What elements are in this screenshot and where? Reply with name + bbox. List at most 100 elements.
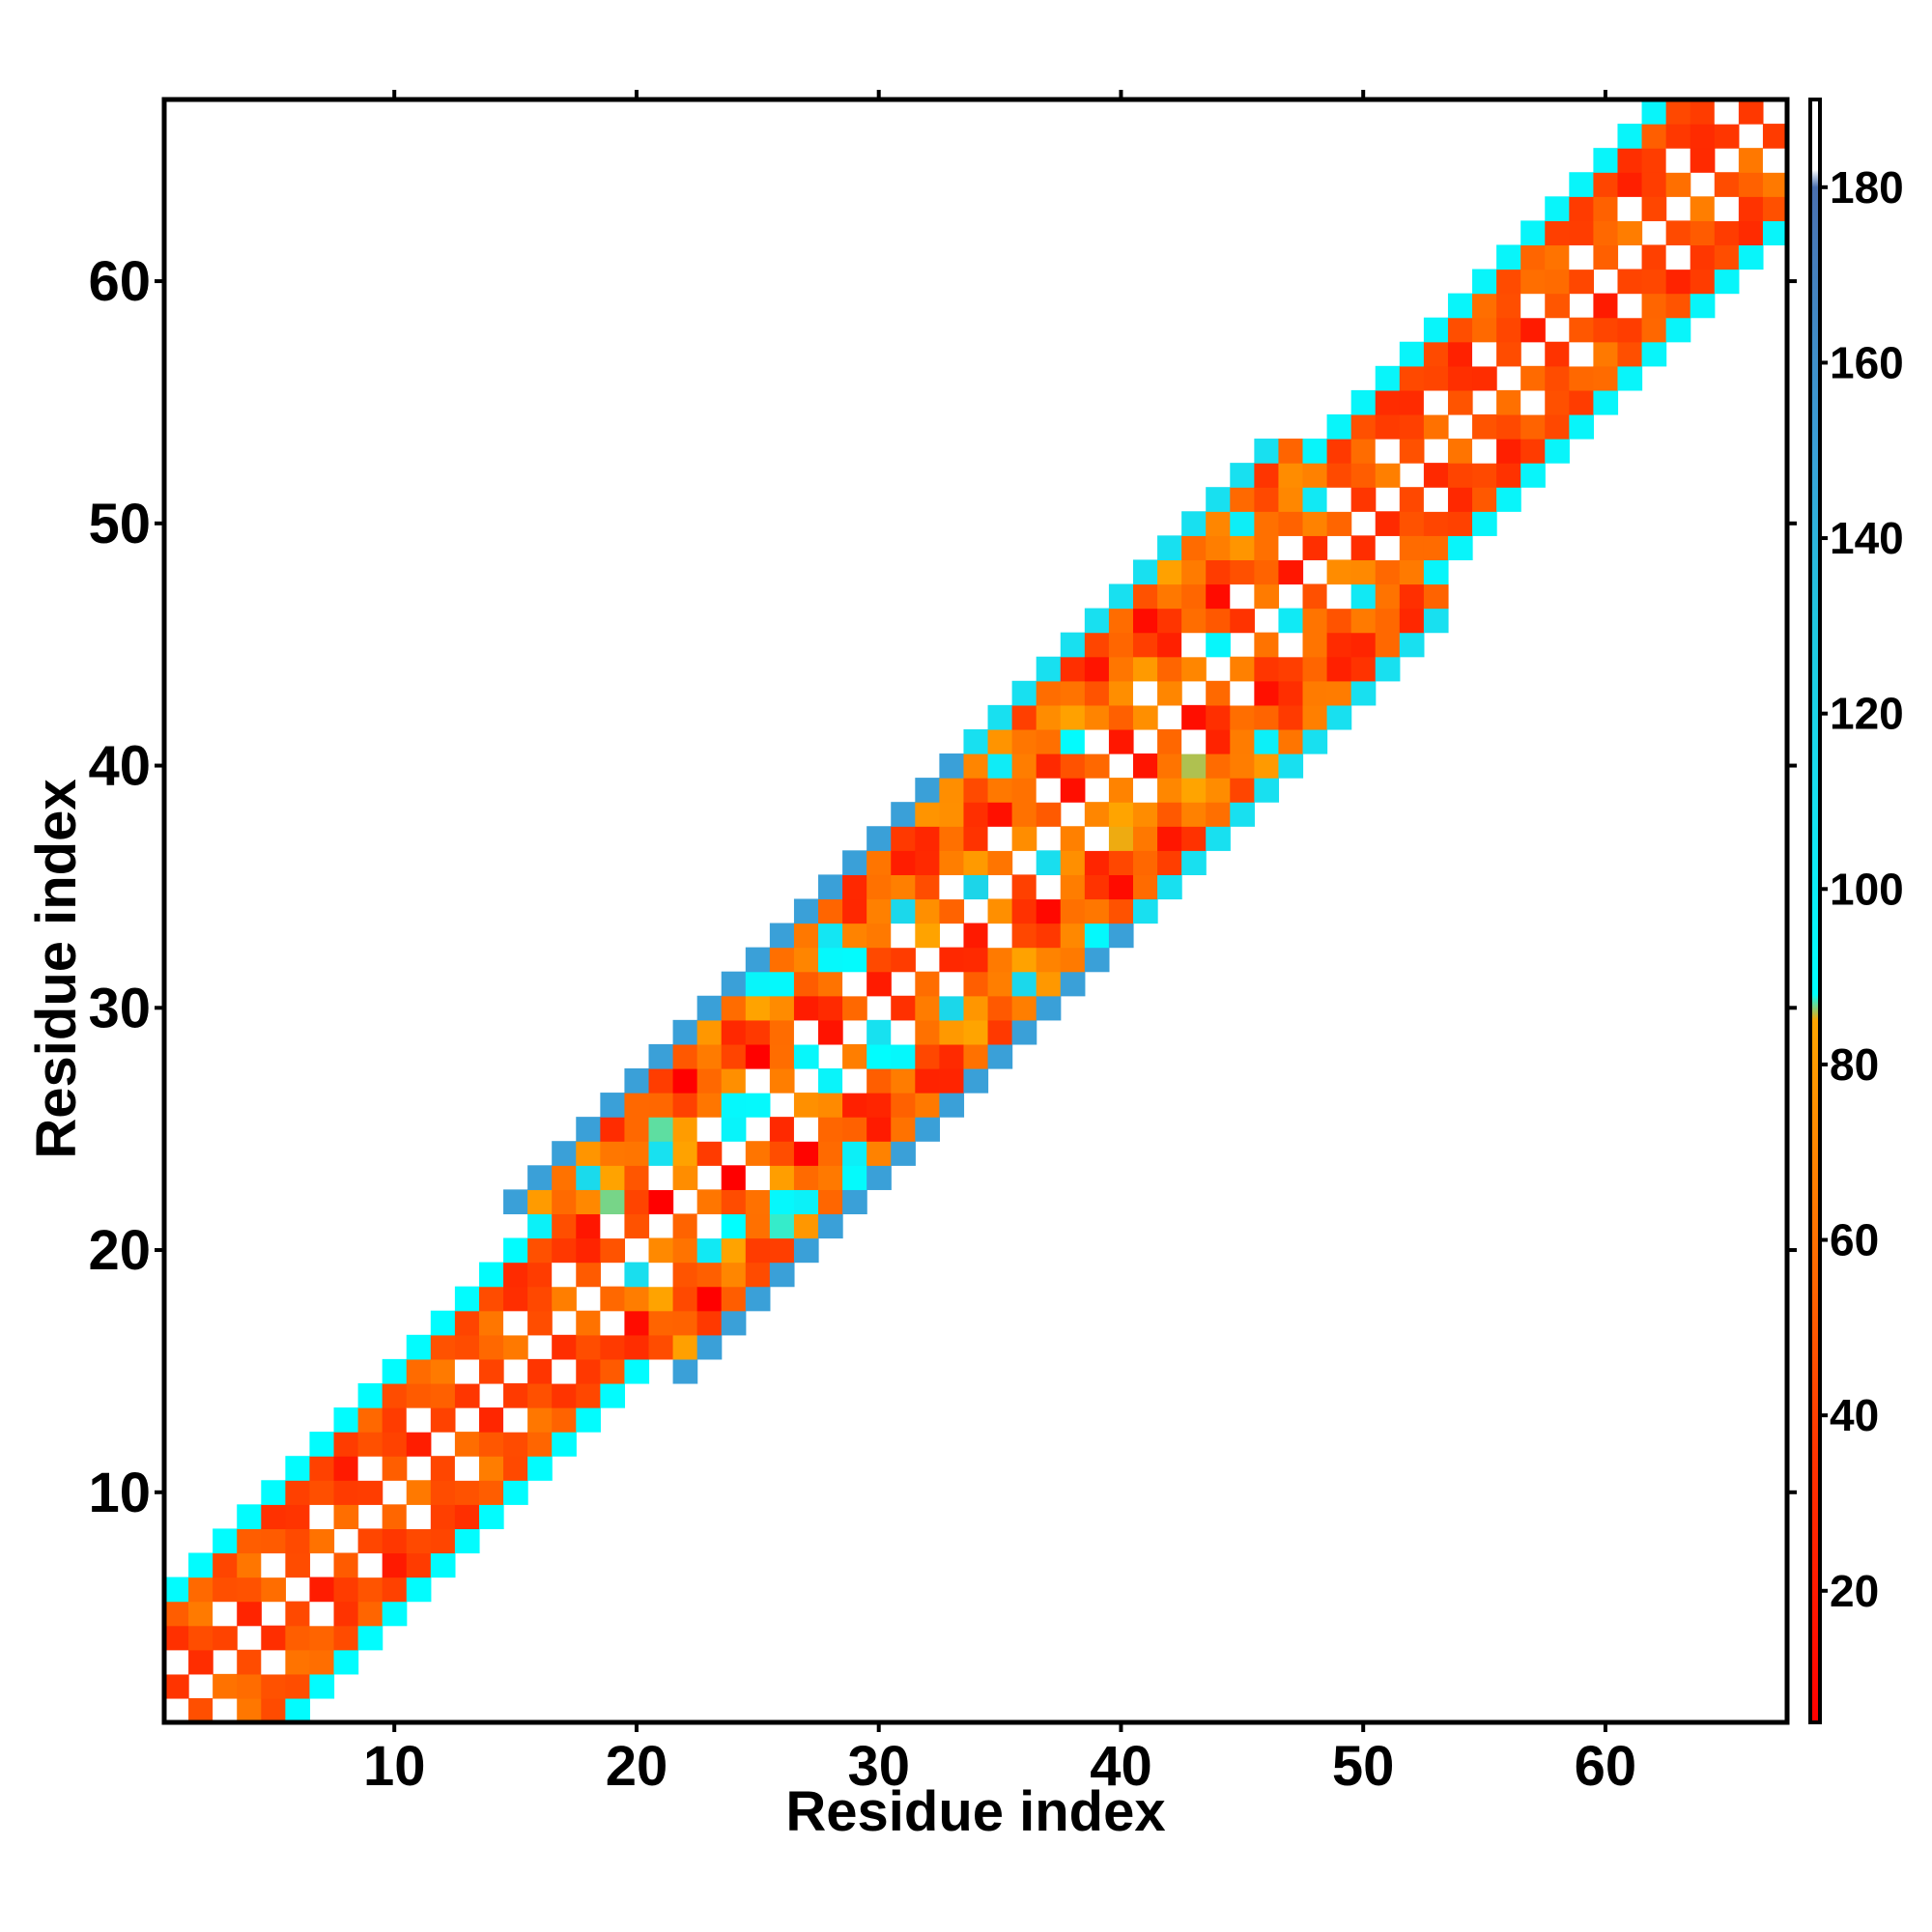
heatmap-cell <box>503 1286 528 1312</box>
heatmap-cell <box>1206 487 1231 512</box>
heatmap-cell <box>333 1480 359 1505</box>
heatmap-cell <box>1617 317 1643 343</box>
heatmap-cell <box>987 826 1013 851</box>
heatmap-cell <box>1641 269 1667 295</box>
heatmap-cell <box>939 753 965 779</box>
heatmap-cell <box>1375 365 1401 391</box>
heatmap-cell <box>1350 559 1377 585</box>
heatmap-cell <box>261 1480 286 1505</box>
heatmap-cell <box>672 1141 698 1166</box>
heatmap-cell <box>333 1625 359 1651</box>
heatmap-cell <box>1230 583 1255 610</box>
heatmap-cell <box>745 1067 771 1094</box>
heatmap-cell <box>1617 269 1643 295</box>
heatmap-cell <box>285 1504 311 1530</box>
heatmap-cell <box>333 1407 359 1433</box>
heatmap-cell <box>285 1697 311 1723</box>
heatmap-cell <box>721 1237 747 1264</box>
heatmap-cell <box>769 923 795 949</box>
heatmap-cell <box>1545 220 1570 246</box>
heatmap-cell <box>552 1407 577 1433</box>
heatmap-cell <box>188 1625 213 1651</box>
heatmap-cell <box>987 947 1013 973</box>
heatmap-cell <box>527 1213 553 1239</box>
heatmap-cell <box>818 947 843 973</box>
heatmap-cell <box>793 971 819 997</box>
heatmap-cell <box>842 1117 867 1142</box>
heatmap-cell <box>1060 656 1086 682</box>
heatmap-cell <box>1084 826 1110 851</box>
heatmap-cell <box>1060 947 1086 973</box>
heatmap-cell <box>1302 656 1328 682</box>
heatmap-cell <box>1520 365 1546 391</box>
heatmap-cell <box>1132 874 1158 900</box>
heatmap-cell <box>213 1625 238 1651</box>
heatmap-cell <box>357 1456 384 1481</box>
heatmap-cell <box>793 1117 819 1142</box>
colorbar-tick-label: 160 <box>1830 337 1904 387</box>
heatmap-cell <box>1641 124 1667 149</box>
heatmap-cell <box>1423 608 1449 634</box>
heatmap-cell <box>1593 196 1619 221</box>
colorbar-gradient <box>1808 98 1822 1724</box>
heatmap-cell <box>1593 148 1619 173</box>
heatmap-cell <box>1447 341 1473 367</box>
heatmap-cell <box>1132 704 1158 730</box>
heatmap-cell <box>1011 874 1037 900</box>
heatmap-cell <box>1350 413 1377 440</box>
heatmap-cell <box>1593 389 1619 415</box>
heatmap-cell <box>188 1601 213 1627</box>
heatmap-cell <box>527 1382 553 1408</box>
heatmap-cell <box>527 1189 553 1215</box>
colorbar-tick-label: 180 <box>1830 162 1904 213</box>
heatmap-cell <box>769 971 795 997</box>
heatmap-cell <box>648 1334 674 1360</box>
heatmap-cell <box>1569 389 1595 415</box>
heatmap-cell <box>745 1165 771 1190</box>
y-tick-label: 10 <box>88 1462 151 1524</box>
heatmap-cell <box>1230 656 1255 682</box>
heatmap-cell <box>1011 680 1037 706</box>
heatmap-cell <box>188 1697 213 1723</box>
heatmap-cell <box>1278 511 1304 536</box>
heatmap-cells <box>164 99 1788 1723</box>
heatmap-cell <box>624 1165 650 1190</box>
heatmap-cell <box>1399 608 1425 634</box>
heatmap-cell <box>915 1117 940 1142</box>
heatmap-cell <box>1690 244 1716 270</box>
heatmap-cell <box>188 1552 213 1578</box>
heatmap-cell <box>1447 463 1473 488</box>
heatmap-cell <box>1108 923 1134 949</box>
heatmap-cell <box>1593 317 1619 343</box>
heatmap-cell <box>1496 439 1521 464</box>
x-tick-label: 50 <box>1332 1735 1395 1798</box>
heatmap-cell <box>696 1043 723 1069</box>
heatmap-cell <box>1496 487 1521 512</box>
heatmap-cell <box>1036 995 1062 1021</box>
heatmap-cell <box>1350 656 1377 682</box>
heatmap-cell <box>842 971 867 997</box>
heatmap-cell <box>454 1382 480 1408</box>
heatmap-cell <box>867 898 892 924</box>
y-tick-label: 20 <box>88 1219 151 1282</box>
heatmap-cell <box>1060 680 1086 706</box>
heatmap-cell <box>1399 487 1425 512</box>
heatmap-cell <box>672 1043 698 1069</box>
heatmap-cell <box>1545 389 1570 415</box>
heatmap-cell <box>891 1117 916 1142</box>
heatmap-cell <box>721 995 747 1021</box>
heatmap-cell <box>672 1334 698 1360</box>
heatmap-cell <box>696 1286 723 1312</box>
heatmap-cell <box>1230 704 1255 730</box>
heatmap-cell <box>527 1262 553 1288</box>
heatmap-cell <box>1011 995 1037 1021</box>
heatmap-cell <box>382 1358 408 1384</box>
heatmap-cell <box>261 1649 286 1675</box>
heatmap-cell <box>1738 244 1764 270</box>
heatmap-cell <box>237 1601 262 1627</box>
heatmap-cell <box>1545 365 1570 391</box>
heatmap-cell <box>672 1213 698 1239</box>
heatmap-cell <box>1690 196 1716 221</box>
heatmap-cell <box>1254 559 1280 585</box>
heatmap-cell <box>1350 608 1377 634</box>
